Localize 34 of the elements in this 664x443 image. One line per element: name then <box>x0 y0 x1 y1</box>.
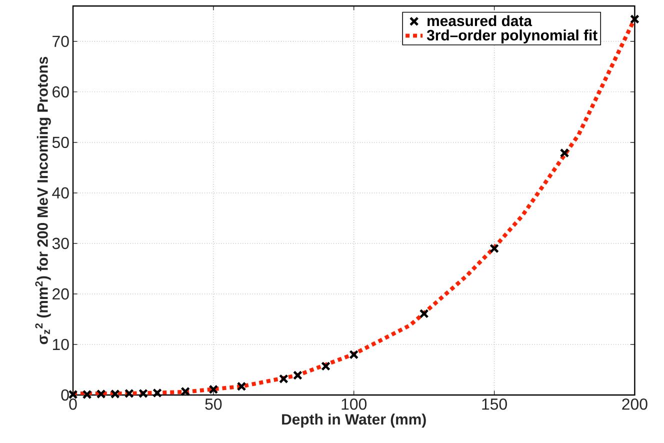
point <box>630 14 640 24</box>
legend-label: measured data <box>428 15 532 26</box>
legend-label: 3rd–order polynomial fit <box>426 30 598 44</box>
x-tick-label: 150 <box>482 398 507 410</box>
point <box>292 370 302 380</box>
x-tick-label: 50 <box>205 398 222 410</box>
y-tick-label: 20 <box>52 288 69 300</box>
point <box>278 374 288 384</box>
point <box>321 361 330 371</box>
x-tick-label: 200 <box>622 398 648 410</box>
point <box>180 386 190 396</box>
point <box>349 350 359 360</box>
point <box>124 388 134 398</box>
point <box>82 390 92 400</box>
point <box>110 389 120 399</box>
y-tick-label: 60 <box>52 86 69 98</box>
point <box>208 384 218 394</box>
y-tick-label: 50 <box>52 136 69 148</box>
point <box>96 389 106 399</box>
y-tick-label: 0 <box>61 389 69 401</box>
point <box>560 148 570 158</box>
point <box>236 382 246 392</box>
y-tick-label: 30 <box>52 238 69 250</box>
x-tick-label: 0 <box>69 398 77 410</box>
x-tick-label: 100 <box>342 398 367 410</box>
y-tick-label: 70 <box>52 36 69 47</box>
y-tick-label: 40 <box>52 187 69 199</box>
point <box>138 388 148 398</box>
point <box>419 308 429 318</box>
point <box>490 244 499 254</box>
x-axis-title: Depth in Water (mm) <box>282 414 426 428</box>
y-axis-title: σ$_{z}$$^{2}$ (mm$^{2}$) for 200 MeV Incoming Protons <box>35 56 51 344</box>
point <box>152 388 162 398</box>
y-tick-label: 10 <box>52 338 69 350</box>
